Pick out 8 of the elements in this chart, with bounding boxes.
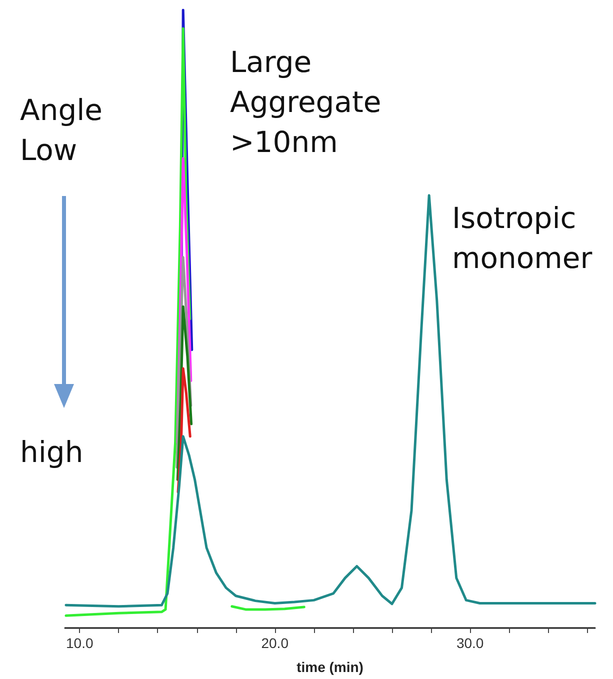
x-axis-title: time (min) [296, 659, 364, 675]
x-tick-label: 30.0 [456, 635, 484, 651]
x-tick-label: 10.0 [66, 635, 94, 651]
annotation: Isotropic monomer [452, 200, 592, 277]
annotation: Angle Low [20, 92, 103, 169]
annotation: high [20, 434, 84, 471]
x-tick-label: 20.0 [261, 635, 289, 651]
annotation: Large Aggregate >10nm [230, 44, 382, 161]
